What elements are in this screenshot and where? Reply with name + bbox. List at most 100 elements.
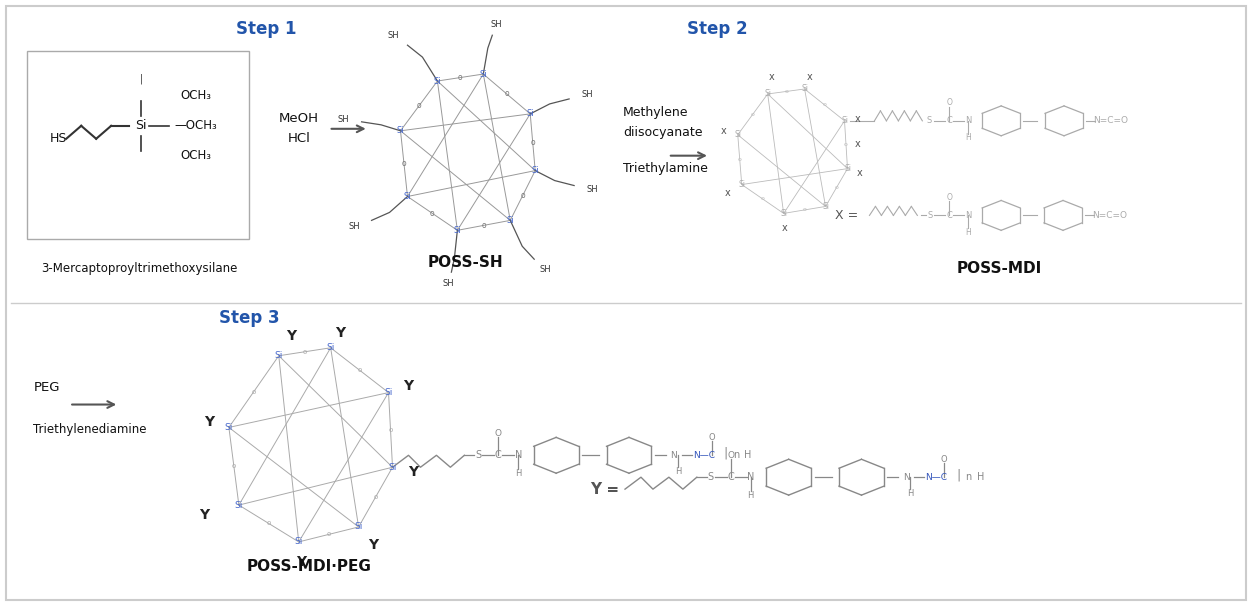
Text: S: S xyxy=(707,472,714,482)
Text: o: o xyxy=(252,388,255,395)
Text: n: n xyxy=(965,472,972,482)
Text: o: o xyxy=(505,90,510,98)
Text: H: H xyxy=(675,467,681,476)
Text: Y: Y xyxy=(204,416,214,430)
Text: OCH₃: OCH₃ xyxy=(180,90,212,102)
Text: Y: Y xyxy=(368,538,378,552)
Text: SH: SH xyxy=(586,185,598,194)
Text: o: o xyxy=(751,112,755,117)
Text: Si: Si xyxy=(739,180,745,189)
Text: Si: Si xyxy=(801,84,808,93)
Text: x: x xyxy=(855,114,860,124)
Text: Si: Si xyxy=(526,109,535,118)
Text: PEG: PEG xyxy=(34,381,60,394)
Text: Si: Si xyxy=(354,522,363,531)
Text: SH: SH xyxy=(349,222,361,231)
Text: x: x xyxy=(721,126,726,136)
Text: Si: Si xyxy=(734,130,741,139)
Text: o: o xyxy=(761,196,765,201)
Text: H: H xyxy=(965,228,972,237)
Text: o: o xyxy=(844,142,848,147)
Text: Si: Si xyxy=(384,388,393,397)
Text: O: O xyxy=(947,98,953,107)
Text: 3-Mercaptoproyltrimethoxysilane: 3-Mercaptoproyltrimethoxysilane xyxy=(41,262,238,275)
Text: S: S xyxy=(928,211,933,220)
Text: n: n xyxy=(732,450,739,461)
Text: N=C=O: N=C=O xyxy=(1093,116,1128,125)
Text: H: H xyxy=(747,491,754,499)
Text: o: o xyxy=(803,207,806,213)
Text: o: o xyxy=(531,138,535,147)
Text: SH: SH xyxy=(388,31,399,40)
Text: Y: Y xyxy=(408,465,418,479)
Text: Si: Si xyxy=(397,126,404,135)
Text: o: o xyxy=(458,73,463,82)
Text: N: N xyxy=(747,472,755,482)
Text: H: H xyxy=(744,450,751,461)
Text: Si: Si xyxy=(453,226,461,235)
Text: x: x xyxy=(725,187,731,198)
Text: o: o xyxy=(402,159,407,168)
Text: H: H xyxy=(965,133,972,142)
Text: x: x xyxy=(781,224,788,233)
Text: H: H xyxy=(515,468,521,478)
Text: N—C: N—C xyxy=(692,451,715,460)
Text: o: o xyxy=(482,221,486,230)
Text: o: o xyxy=(303,349,307,355)
Text: HCl: HCl xyxy=(287,132,310,145)
Text: o: o xyxy=(373,494,378,500)
Text: Y: Y xyxy=(295,555,305,569)
Text: |: | xyxy=(724,447,727,460)
Text: o: o xyxy=(823,102,826,107)
Text: diisocyanate: diisocyanate xyxy=(623,126,702,139)
Text: POSS-MDI·PEG: POSS-MDI·PEG xyxy=(247,559,371,574)
Text: Step 3: Step 3 xyxy=(219,309,279,327)
Text: Si: Si xyxy=(764,90,771,98)
Text: O: O xyxy=(709,433,715,442)
Text: POSS-MDI: POSS-MDI xyxy=(957,261,1042,276)
Text: |: | xyxy=(139,74,143,84)
Text: Si: Si xyxy=(135,119,146,132)
Text: |: | xyxy=(957,468,960,482)
Text: x: x xyxy=(769,72,775,82)
Text: Si: Si xyxy=(274,351,283,360)
Text: Triethylamine: Triethylamine xyxy=(623,162,707,175)
Text: N: N xyxy=(965,116,972,125)
Text: o: o xyxy=(358,367,362,373)
Text: Si: Si xyxy=(823,202,829,211)
Text: N: N xyxy=(671,451,677,460)
Text: SH: SH xyxy=(581,90,593,99)
Text: C: C xyxy=(727,472,734,482)
Text: x: x xyxy=(806,72,813,82)
Text: N: N xyxy=(903,473,910,482)
Text: o: o xyxy=(327,531,331,538)
Text: o: o xyxy=(232,463,235,469)
Text: Triethylenediamine: Triethylenediamine xyxy=(34,423,146,436)
Text: S: S xyxy=(926,116,931,125)
Text: POSS-SH: POSS-SH xyxy=(427,255,503,270)
Text: O: O xyxy=(727,451,734,460)
Text: o: o xyxy=(784,89,788,94)
Text: x: x xyxy=(856,168,863,178)
Text: o: o xyxy=(388,427,393,433)
Text: o: o xyxy=(417,101,421,110)
Text: O: O xyxy=(495,429,502,438)
Text: N—C: N—C xyxy=(925,473,948,482)
Text: C: C xyxy=(947,211,953,220)
Text: MeOH: MeOH xyxy=(279,112,319,125)
Text: Si: Si xyxy=(388,463,397,471)
Text: N=C=O: N=C=O xyxy=(1093,211,1127,220)
Text: x: x xyxy=(855,139,860,148)
Text: OCH₃: OCH₃ xyxy=(180,149,212,162)
Text: C: C xyxy=(947,116,953,125)
Text: H: H xyxy=(908,488,914,498)
Text: Si: Si xyxy=(433,76,441,85)
Text: Si: Si xyxy=(294,538,303,547)
Text: HS: HS xyxy=(49,132,66,145)
Text: Step 2: Step 2 xyxy=(687,20,749,38)
Text: Si: Si xyxy=(327,343,334,352)
Text: O: O xyxy=(942,454,948,464)
FancyBboxPatch shape xyxy=(28,51,249,239)
Text: Y: Y xyxy=(403,379,413,393)
Text: Y: Y xyxy=(285,329,295,343)
